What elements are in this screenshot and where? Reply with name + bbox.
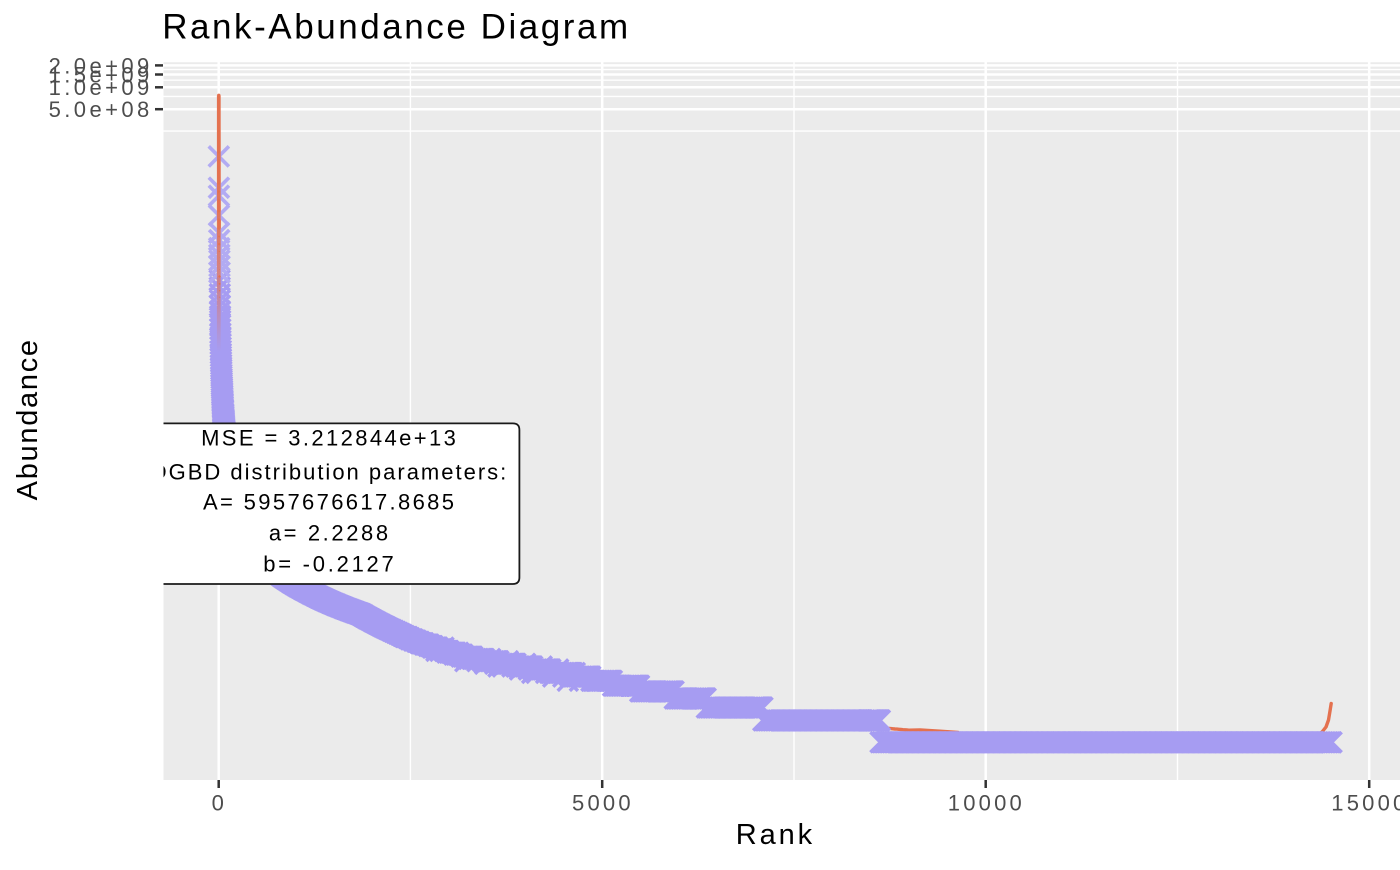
svg-text:Rank: Rank (736, 819, 815, 851)
svg-text:15000: 15000 (1331, 791, 1400, 816)
svg-text:Rank-Abundance Diagram: Rank-Abundance Diagram (162, 8, 631, 47)
svg-text:A= 5957676617.8685: A= 5957676617.8685 (203, 490, 456, 515)
svg-text:0: 0 (212, 791, 224, 816)
svg-text:a= 2.2288: a= 2.2288 (269, 520, 391, 545)
svg-text:DGBD distribution parameters:: DGBD distribution parameters: (151, 459, 509, 484)
svg-text:5.0e+08: 5.0e+08 (49, 97, 153, 122)
svg-text:b= -0.2127: b= -0.2127 (263, 551, 396, 576)
svg-text:5000: 5000 (572, 791, 634, 816)
svg-text:Abundance: Abundance (12, 338, 44, 500)
svg-text:10000: 10000 (948, 791, 1025, 816)
svg-text:MSE = 3.212844e+13: MSE = 3.212844e+13 (201, 426, 458, 451)
